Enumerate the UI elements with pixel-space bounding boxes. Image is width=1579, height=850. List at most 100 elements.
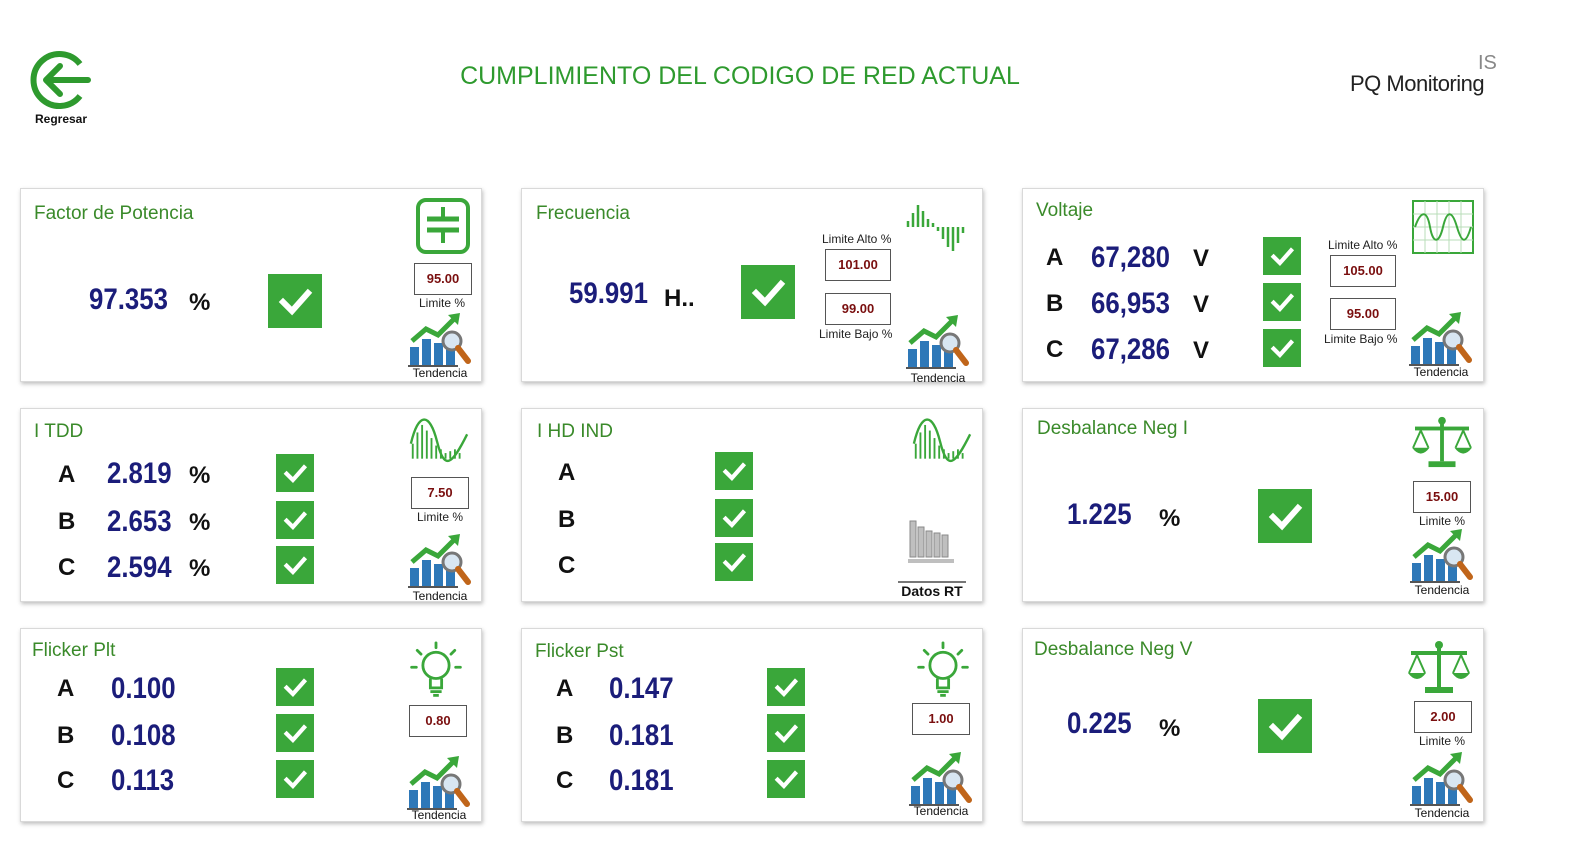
limit-high-label: Limite Alto % bbox=[822, 232, 892, 246]
status-check-icon bbox=[276, 714, 314, 752]
current-unbalance-card: Desbalance Neg I 1.225 % 15.00 Limite % … bbox=[1022, 408, 1484, 602]
trend-label: Tendencia bbox=[910, 371, 966, 385]
phase-label: C bbox=[58, 554, 76, 581]
status-check-icon bbox=[276, 668, 314, 706]
limit-high-input[interactable]: 101.00 bbox=[825, 249, 891, 281]
phase-label: A bbox=[58, 461, 76, 488]
card-title: Factor de Potencia bbox=[34, 203, 194, 224]
status-check-icon bbox=[741, 265, 795, 319]
trend-button[interactable]: Tendencia bbox=[408, 311, 472, 381]
limit-label: Limite % bbox=[419, 296, 466, 310]
trend-chart-icon bbox=[906, 313, 970, 369]
trend-chart-icon bbox=[1410, 750, 1474, 806]
itdd-unit: % bbox=[189, 555, 211, 582]
back-button[interactable]: Regresar bbox=[28, 50, 98, 130]
trend-chart-icon bbox=[408, 532, 472, 588]
itdd-unit: % bbox=[189, 509, 211, 536]
voltage-unbalance-card: Desbalance Neg V 0.225 % 2.00 Limite % T… bbox=[1022, 628, 1484, 822]
flicker-pst-value: 0.147 bbox=[609, 672, 674, 705]
limit-low-input[interactable]: 99.00 bbox=[825, 293, 891, 325]
current-unbalance-value: 1.225 bbox=[1067, 498, 1132, 531]
realtime-data-button[interactable]: Datos RT bbox=[892, 517, 972, 601]
limit-label: Limite % bbox=[1419, 514, 1466, 528]
limit-input[interactable]: 0.80 bbox=[409, 705, 467, 737]
limit-input[interactable]: 1.00 bbox=[912, 703, 970, 735]
trend-chart-icon bbox=[1409, 310, 1473, 366]
trend-label: Tendencia bbox=[913, 804, 969, 818]
limit-high-input[interactable]: 105.00 bbox=[1330, 255, 1396, 287]
voltage-unbalance-value: 0.225 bbox=[1067, 707, 1132, 740]
status-check-icon bbox=[1263, 237, 1301, 275]
status-check-icon bbox=[715, 452, 753, 490]
limit-low-input[interactable]: 95.00 bbox=[1330, 298, 1396, 330]
trend-button[interactable]: Tendencia bbox=[906, 313, 970, 385]
phase-label: A bbox=[558, 459, 576, 486]
power-factor-value: 97.353 bbox=[89, 283, 168, 316]
trend-label: Tendencia bbox=[1414, 583, 1470, 597]
power-factor-card: Factor de Potencia 97.353 % 95.00 Limite… bbox=[20, 188, 482, 382]
itdd-value: 2.653 bbox=[107, 505, 172, 538]
voltage-value: 66,953 bbox=[1091, 287, 1170, 320]
bar-chart-icon bbox=[908, 520, 954, 563]
limit-label: Limite % bbox=[1419, 734, 1466, 748]
flicker-plt-value: 0.108 bbox=[111, 719, 176, 752]
voltage-value: 67,286 bbox=[1091, 333, 1170, 366]
frequency-unit: H.. bbox=[664, 285, 695, 312]
back-label: Regresar bbox=[34, 112, 88, 126]
balance-scale-icon bbox=[1407, 639, 1471, 695]
trend-chart-icon bbox=[1410, 527, 1474, 583]
itdd-value: 2.819 bbox=[107, 457, 172, 490]
realtime-data-label: Datos RT bbox=[901, 583, 963, 599]
limit-input[interactable]: 7.50 bbox=[411, 477, 469, 509]
frequency-wave-icon bbox=[906, 205, 965, 251]
phase-label: A bbox=[1046, 244, 1064, 271]
trend-label: Tendencia bbox=[1413, 365, 1469, 379]
brand-name: PQ Monitoring bbox=[1350, 71, 1485, 96]
voltage-unit: V bbox=[1193, 245, 1210, 272]
trend-button[interactable]: Tendencia bbox=[1410, 527, 1474, 597]
status-check-icon bbox=[1263, 329, 1301, 367]
status-check-icon bbox=[1258, 489, 1312, 543]
trend-button[interactable]: Tendencia bbox=[1410, 750, 1474, 820]
flicker-plt-value: 0.100 bbox=[111, 672, 176, 705]
limit-input[interactable]: 15.00 bbox=[1413, 481, 1471, 513]
limit-input[interactable]: 95.00 bbox=[414, 263, 472, 295]
flicker-pst-card: Flicker Pst A 0.147 B 0.181 C 0.181 1.00… bbox=[521, 628, 983, 822]
flicker-plt-value: 0.113 bbox=[111, 764, 175, 797]
trend-chart-icon bbox=[909, 750, 973, 806]
trend-button[interactable]: Tendencia bbox=[407, 754, 471, 824]
trend-label: Tendencia bbox=[412, 589, 468, 603]
trend-button[interactable]: Tendencia bbox=[909, 750, 973, 820]
voltage-value: 67,280 bbox=[1091, 241, 1170, 274]
status-check-icon bbox=[276, 546, 314, 584]
trend-chart-icon bbox=[407, 754, 471, 810]
card-title: Desbalance Neg I bbox=[1037, 418, 1189, 439]
status-check-icon bbox=[767, 760, 805, 798]
phase-label: A bbox=[556, 675, 574, 702]
light-bulb-icon bbox=[408, 641, 464, 701]
voltage-card: Voltaje A 67,280 V B 66,953 V C 67,286 V… bbox=[1022, 188, 1484, 382]
trend-button[interactable]: Tendencia bbox=[1409, 310, 1473, 380]
card-title: I HD IND bbox=[537, 421, 613, 442]
flicker-plt-card: Flicker Plt A 0.100 B 0.108 C 0.113 0.80… bbox=[20, 628, 482, 822]
trend-chart-icon bbox=[408, 311, 472, 367]
trend-button[interactable]: Tendencia bbox=[408, 532, 472, 603]
oscilloscope-icon bbox=[1412, 200, 1474, 254]
status-check-icon bbox=[1258, 699, 1312, 753]
phase-label: B bbox=[57, 722, 75, 749]
phase-label: A bbox=[57, 675, 75, 702]
status-check-icon bbox=[276, 454, 314, 492]
limit-low-label: Limite Bajo % bbox=[819, 327, 893, 341]
light-bulb-icon bbox=[915, 641, 971, 701]
trend-label: Tendencia bbox=[412, 366, 468, 380]
harmonics-icon bbox=[409, 415, 469, 463]
card-title: Flicker Plt bbox=[32, 640, 116, 661]
limit-label: Limite % bbox=[417, 510, 464, 524]
balance-scale-icon bbox=[1411, 415, 1473, 469]
trend-label: Tendencia bbox=[1414, 806, 1470, 820]
itdd-card: I TDD A 2.819 % B 2.653 % C 2.594 % 7.50… bbox=[20, 408, 482, 603]
limit-input[interactable]: 2.00 bbox=[1414, 701, 1472, 733]
card-title: Voltaje bbox=[1036, 200, 1094, 221]
phase-label: C bbox=[57, 767, 75, 794]
phase-label: B bbox=[558, 506, 576, 533]
